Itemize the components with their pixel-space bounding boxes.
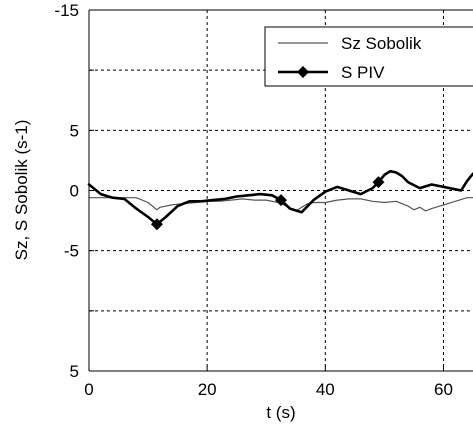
y-tick-label: -15 <box>54 1 79 20</box>
legend-marker-s-piv <box>297 66 309 78</box>
y-tick-label: 5 <box>70 362 79 381</box>
series-layer <box>87 169 473 231</box>
legend-label-sz-sobolik: Sz Sobolik <box>341 34 422 53</box>
x-tick-label: 0 <box>84 380 93 399</box>
y-tick-label: 5 <box>70 121 79 140</box>
x-axis-label: t (s) <box>266 403 295 422</box>
series-marker-1 <box>275 194 287 207</box>
legend: Sz Sobolik S PIV <box>264 26 473 87</box>
y-tick-label: -5 <box>64 242 79 261</box>
x-tick-label: 60 <box>434 380 453 399</box>
x-tick-label: 40 <box>316 380 335 399</box>
x-tick-label: 20 <box>198 380 217 399</box>
legend-label-s-piv: S PIV <box>341 63 385 82</box>
y-tick-label: 0 <box>70 182 79 201</box>
legend-box <box>264 26 473 87</box>
series-marker-1 <box>150 218 163 231</box>
y-axis-label: Sz, S Sobolik (s-1) <box>12 120 31 261</box>
series-marker-1 <box>372 176 385 189</box>
